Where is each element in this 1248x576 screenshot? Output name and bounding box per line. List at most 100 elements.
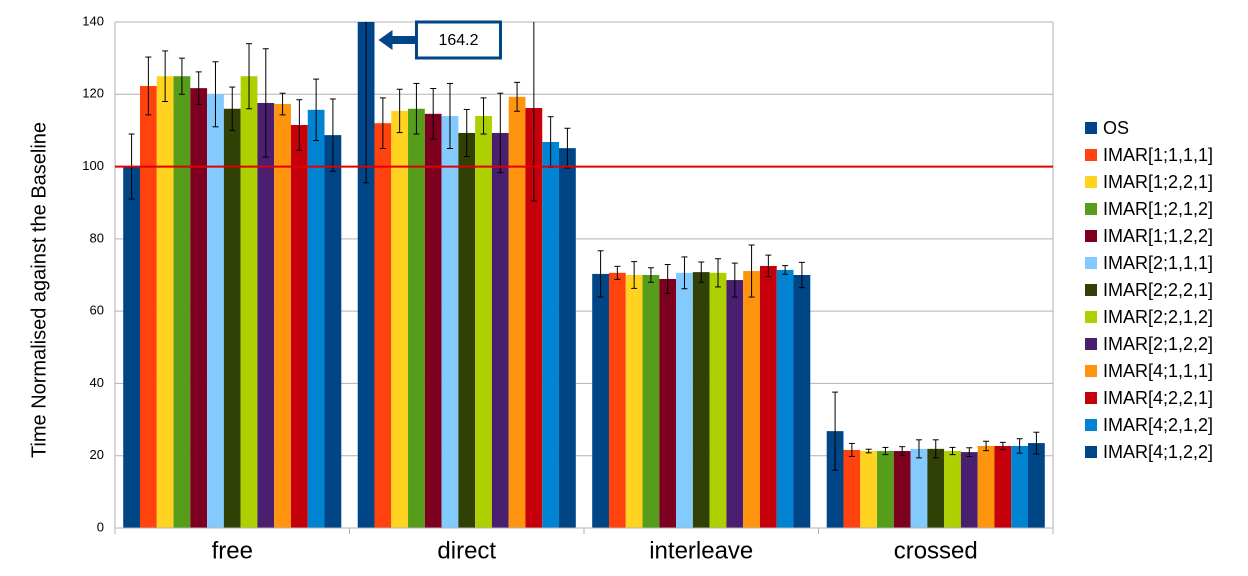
- plot-area: [123, 22, 1045, 528]
- y-tick-label: 0: [97, 519, 104, 534]
- annotation-box: [414, 20, 502, 60]
- error-bar: [681, 256, 688, 290]
- error-bar: [597, 250, 604, 298]
- legend-swatch: [1085, 338, 1097, 350]
- legend-label: IMAR[4;2,2,1]: [1103, 388, 1213, 408]
- value-label: 164.2: [438, 32, 478, 49]
- error-bar: [698, 261, 705, 283]
- error-bar: [430, 88, 437, 140]
- error-bar: [614, 265, 621, 280]
- bar: [408, 108, 425, 528]
- y-tick-label: 80: [90, 230, 104, 245]
- x-tick-label: direct: [437, 537, 496, 564]
- bar: [1028, 443, 1045, 528]
- error-bar: [195, 71, 202, 105]
- error-bar: [379, 97, 386, 149]
- y-tick-label: 20: [90, 447, 104, 462]
- legend-label: IMAR[2;1,1,1]: [1103, 253, 1213, 273]
- bar: [826, 431, 844, 528]
- bar: [374, 123, 392, 528]
- bar: [860, 451, 878, 528]
- error-bar: [999, 441, 1006, 451]
- error-bar: [178, 57, 185, 95]
- error-bar: [480, 97, 487, 135]
- bar: [290, 125, 308, 528]
- legend-swatch: [1085, 122, 1097, 134]
- error-bar: [915, 439, 922, 459]
- bar: [559, 148, 576, 528]
- bar: [625, 275, 643, 528]
- error-bar: [530, 22, 537, 202]
- bar: [123, 166, 140, 528]
- error-bar: [715, 258, 722, 288]
- error-bar: [262, 48, 269, 158]
- error-bar: [932, 439, 939, 459]
- bar: [944, 451, 961, 528]
- legend-swatch: [1085, 284, 1097, 296]
- error-bar: [296, 99, 303, 151]
- error-bar: [396, 88, 403, 134]
- error-bar: [145, 56, 152, 116]
- bar: [759, 265, 777, 528]
- error-bar: [983, 440, 990, 452]
- bar: [424, 113, 442, 528]
- bar: [173, 76, 191, 528]
- error-bar: [798, 261, 805, 289]
- bar: [156, 76, 174, 528]
- error-bar: [279, 92, 286, 116]
- error-bar: [631, 261, 638, 289]
- bar: [1011, 445, 1029, 528]
- error-bar: [246, 43, 253, 110]
- error-bar: [832, 391, 839, 471]
- legend-label: OS: [1103, 118, 1129, 138]
- legend-swatch: [1085, 203, 1097, 215]
- error-bar: [162, 50, 169, 103]
- bar: [357, 22, 375, 528]
- bar: [608, 272, 626, 528]
- bar: [307, 109, 325, 528]
- legend-label: IMAR[1;2,2,1]: [1103, 172, 1213, 192]
- legend-swatch: [1085, 419, 1097, 431]
- bar: [190, 88, 208, 528]
- bar: [659, 278, 677, 528]
- error-bar: [446, 82, 453, 149]
- error-bar: [748, 244, 755, 298]
- error-bar: [1016, 438, 1023, 454]
- bar: [240, 76, 258, 528]
- bar: [843, 449, 861, 528]
- error-bar: [731, 262, 738, 298]
- error-bar: [363, 22, 370, 184]
- bar: [994, 445, 1012, 528]
- legend-swatch: [1085, 365, 1097, 377]
- error-bar: [497, 92, 504, 174]
- error-bar: [949, 446, 956, 456]
- x-tick-label: free: [212, 537, 253, 564]
- error-bar: [212, 61, 219, 128]
- error-bar: [329, 98, 336, 172]
- bar: [977, 445, 995, 528]
- error-bar: [966, 447, 973, 457]
- error-bar: [848, 442, 855, 457]
- legend-swatch: [1085, 311, 1097, 323]
- bar: [274, 104, 291, 528]
- bar: [207, 94, 224, 528]
- y-axis-label: Time Normalised against the Baseline: [28, 122, 50, 458]
- bar: [525, 108, 543, 528]
- error-bar: [229, 86, 236, 131]
- bar: [709, 272, 727, 528]
- x-tick-label: interleave: [649, 537, 753, 564]
- legend-swatch: [1085, 176, 1097, 188]
- error-bar: [463, 108, 470, 157]
- bar: [223, 108, 241, 528]
- legend-label: IMAR[2;1,2,2]: [1103, 334, 1213, 354]
- y-tick-label: 140: [82, 13, 104, 28]
- y-tick-label: 120: [82, 86, 104, 101]
- bar: [776, 269, 794, 528]
- bar: [458, 132, 476, 528]
- error-bar: [564, 127, 571, 169]
- error-bar: [313, 78, 320, 142]
- bar: [441, 115, 459, 528]
- bar: [324, 135, 342, 528]
- legend-label: IMAR[1;2,1,2]: [1103, 199, 1213, 219]
